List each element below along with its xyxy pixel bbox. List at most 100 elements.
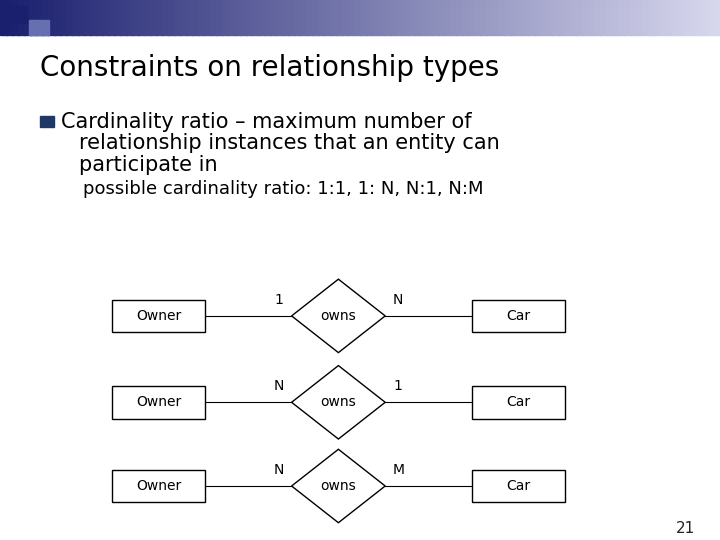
- Text: participate in: participate in: [79, 154, 218, 175]
- Bar: [112, 386, 205, 418]
- Bar: [444, 0, 451, 35]
- Bar: [504, 0, 511, 35]
- Bar: [138, 0, 145, 35]
- Text: owns: owns: [320, 479, 356, 493]
- Bar: [472, 386, 565, 418]
- Bar: [330, 0, 338, 35]
- Bar: [324, 0, 331, 35]
- Text: relationship instances that an entity can: relationship instances that an entity ca…: [79, 133, 500, 153]
- Bar: [66, 0, 73, 35]
- Bar: [216, 0, 223, 35]
- Bar: [204, 0, 212, 35]
- Bar: [552, 0, 559, 35]
- Bar: [630, 0, 637, 35]
- Bar: [186, 0, 194, 35]
- Bar: [672, 0, 680, 35]
- Text: M: M: [392, 463, 404, 477]
- Bar: [78, 0, 86, 35]
- Bar: [600, 0, 608, 35]
- Bar: [414, 0, 421, 35]
- Bar: [282, 0, 289, 35]
- Bar: [90, 0, 97, 35]
- Bar: [474, 0, 482, 35]
- Bar: [696, 0, 703, 35]
- Bar: [306, 0, 313, 35]
- Bar: [108, 0, 115, 35]
- Bar: [36, 0, 43, 35]
- Bar: [576, 0, 583, 35]
- Bar: [588, 0, 595, 35]
- Text: Cardinality ratio – maximum number of: Cardinality ratio – maximum number of: [61, 111, 472, 132]
- Text: N: N: [274, 463, 284, 477]
- Bar: [390, 0, 397, 35]
- Bar: [594, 0, 601, 35]
- Text: 1: 1: [274, 293, 283, 307]
- Bar: [270, 0, 277, 35]
- Bar: [312, 0, 320, 35]
- Bar: [684, 0, 691, 35]
- Bar: [678, 0, 685, 35]
- Bar: [48, 0, 55, 35]
- Bar: [498, 0, 505, 35]
- Bar: [72, 0, 79, 35]
- Bar: [198, 0, 205, 35]
- Bar: [618, 0, 626, 35]
- Bar: [570, 0, 577, 35]
- Bar: [29, 20, 49, 35]
- Bar: [150, 0, 158, 35]
- Bar: [348, 0, 356, 35]
- Bar: [534, 0, 541, 35]
- Bar: [606, 0, 613, 35]
- Bar: [546, 0, 554, 35]
- Bar: [384, 0, 392, 35]
- Bar: [40, 116, 54, 127]
- Bar: [714, 0, 720, 35]
- Polygon shape: [292, 279, 385, 353]
- Bar: [408, 0, 415, 35]
- Bar: [162, 0, 169, 35]
- Bar: [654, 0, 662, 35]
- Bar: [472, 470, 565, 502]
- Bar: [702, 0, 709, 35]
- Text: Car: Car: [506, 309, 531, 323]
- Bar: [96, 0, 104, 35]
- Bar: [6, 0, 14, 35]
- Bar: [492, 0, 500, 35]
- Text: Car: Car: [506, 479, 531, 493]
- Bar: [564, 0, 572, 35]
- Bar: [228, 0, 235, 35]
- Text: Constraints on relationship types: Constraints on relationship types: [40, 53, 499, 82]
- Text: Owner: Owner: [136, 479, 181, 493]
- Bar: [420, 0, 428, 35]
- Bar: [354, 0, 361, 35]
- Bar: [30, 0, 37, 35]
- Bar: [636, 0, 644, 35]
- Bar: [480, 0, 487, 35]
- Bar: [240, 0, 248, 35]
- Bar: [234, 0, 241, 35]
- Bar: [6, 6, 27, 23]
- Bar: [246, 0, 253, 35]
- Bar: [18, 0, 25, 35]
- Bar: [0, 0, 7, 35]
- Bar: [114, 0, 122, 35]
- Bar: [288, 0, 295, 35]
- Bar: [366, 0, 374, 35]
- Bar: [258, 0, 266, 35]
- Bar: [462, 0, 469, 35]
- Bar: [264, 0, 271, 35]
- Bar: [510, 0, 518, 35]
- Bar: [522, 0, 529, 35]
- Bar: [528, 0, 536, 35]
- Text: owns: owns: [320, 395, 356, 409]
- Text: possible cardinality ratio: 1:1, 1: N, N:1, N:M: possible cardinality ratio: 1:1, 1: N, N…: [83, 180, 483, 198]
- Bar: [516, 0, 523, 35]
- Bar: [132, 0, 140, 35]
- Bar: [690, 0, 698, 35]
- Bar: [42, 0, 50, 35]
- Bar: [84, 0, 91, 35]
- Bar: [582, 0, 590, 35]
- Bar: [336, 0, 343, 35]
- Bar: [210, 0, 217, 35]
- Bar: [342, 0, 349, 35]
